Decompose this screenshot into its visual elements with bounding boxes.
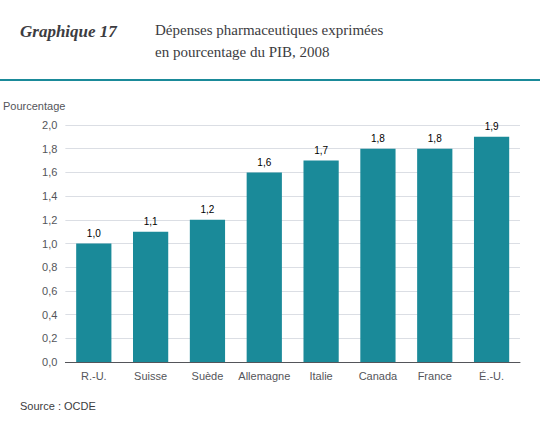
svg-text:France: France: [418, 370, 452, 382]
svg-text:en pourcentage du PIB, 2008: en pourcentage du PIB, 2008: [155, 44, 330, 60]
svg-text:0,0: 0,0: [42, 356, 57, 368]
svg-text:1,8: 1,8: [42, 143, 57, 155]
svg-text:Source : OCDE: Source : OCDE: [20, 400, 96, 412]
svg-text:1,6: 1,6: [257, 157, 271, 168]
svg-text:É.-U.: É.-U.: [479, 370, 504, 382]
svg-text:0,6: 0,6: [42, 285, 57, 297]
svg-text:1,9: 1,9: [485, 121, 499, 132]
svg-text:2,0: 2,0: [42, 119, 57, 131]
svg-text:R.-U.: R.-U.: [81, 370, 107, 382]
svg-text:0,8: 0,8: [42, 261, 57, 273]
svg-text:1,6: 1,6: [42, 166, 57, 178]
svg-text:Pourcentage: Pourcentage: [3, 100, 65, 112]
svg-text:Suède: Suède: [192, 370, 224, 382]
svg-text:0,4: 0,4: [42, 309, 57, 321]
svg-text:1,4: 1,4: [42, 190, 57, 202]
svg-text:Canada: Canada: [359, 370, 398, 382]
svg-text:1,8: 1,8: [428, 133, 442, 144]
svg-text:1,2: 1,2: [200, 204, 214, 215]
svg-text:1,2: 1,2: [42, 214, 57, 226]
svg-text:1,7: 1,7: [314, 145, 328, 156]
svg-text:0,2: 0,2: [42, 332, 57, 344]
svg-text:Dépenses pharmaceutiques expri: Dépenses pharmaceutiques exprimées: [155, 22, 383, 38]
svg-text:Graphique 17: Graphique 17: [20, 22, 118, 41]
svg-text:Italie: Italie: [309, 370, 332, 382]
svg-text:1,1: 1,1: [144, 216, 158, 227]
svg-text:1,0: 1,0: [87, 228, 101, 239]
svg-text:Suisse: Suisse: [134, 370, 167, 382]
svg-text:1,0: 1,0: [42, 238, 57, 250]
svg-text:1,8: 1,8: [371, 133, 385, 144]
svg-text:Allemagne: Allemagne: [238, 370, 290, 382]
